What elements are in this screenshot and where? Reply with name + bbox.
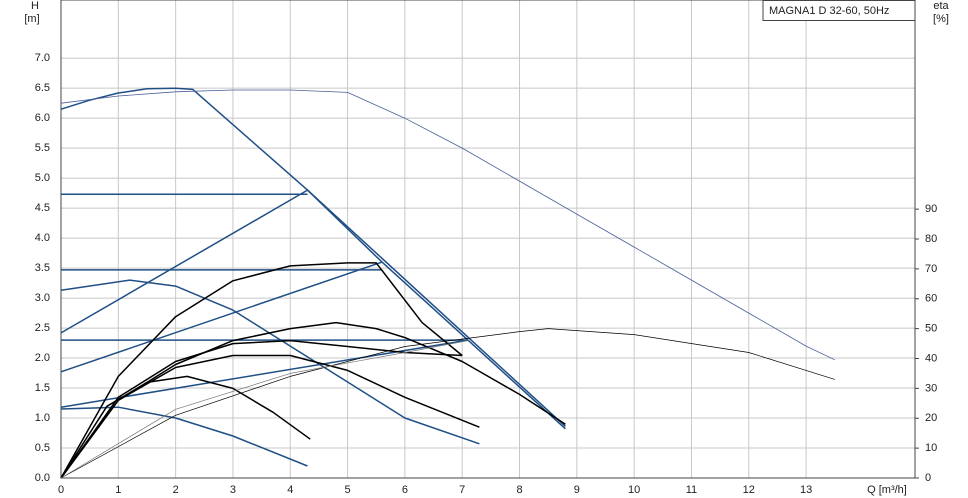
x-tick-label: 10	[628, 484, 640, 496]
y2-tick-label: 40	[925, 352, 937, 364]
curve	[60, 189, 308, 334]
grid	[60, 0, 915, 479]
y-tick-label: 4.5	[35, 202, 50, 214]
curve	[60, 89, 835, 361]
y2-tick-label: 30	[925, 382, 937, 394]
annotation-box: MAGNA1 D 32-60, 50Hz	[762, 0, 916, 21]
curve	[60, 328, 835, 479]
x-tick-label: 0	[58, 484, 64, 496]
annotation-frame	[762, 0, 916, 21]
curve	[60, 261, 383, 373]
x-tick-label: 8	[516, 484, 522, 496]
y2-tick-label: 70	[925, 263, 937, 275]
y2-tick-label: 60	[925, 293, 937, 305]
y-tick-label: 0.5	[35, 442, 50, 454]
y-tick-label: 3.5	[35, 262, 50, 274]
y-axis-label: H	[31, 0, 39, 12]
x-tick-label: 11	[686, 484, 697, 496]
annotation: MAGNA1 D 32-60, 50Hz	[769, 5, 889, 17]
x-tick-label: 4	[287, 484, 293, 496]
y2-axis-unit: [%]	[933, 13, 949, 25]
y-tick-label: 3.0	[35, 292, 50, 304]
y-tick-label: 4.0	[35, 232, 50, 244]
y-tick-label: 5.5	[35, 142, 50, 154]
x-tick-label: 7	[459, 484, 465, 496]
y-tick-label: 2.0	[35, 352, 50, 364]
x-tick-label: 2	[173, 484, 179, 496]
y-tick-label: 0.0	[35, 472, 50, 484]
curve	[306, 189, 566, 427]
y-tick-label: 6.5	[35, 82, 50, 94]
curve	[60, 87, 566, 430]
y-axis-unit: [m]	[24, 13, 39, 25]
y2-tick-label: 0	[925, 472, 931, 484]
x-tick-label: 12	[743, 484, 755, 496]
x-tick-label: 1	[115, 484, 121, 496]
curve	[60, 354, 480, 479]
curve	[60, 406, 308, 467]
y2-tick-label: 50	[925, 323, 937, 335]
curve	[60, 262, 463, 479]
curve	[60, 279, 480, 445]
y2-tick-label: 20	[925, 412, 937, 424]
y2-tick-label: 90	[925, 203, 937, 215]
y-tick-label: 6.0	[35, 112, 50, 124]
x-axis-label: Q [m³/h]	[867, 484, 907, 496]
y-tick-label: 1.5	[35, 382, 50, 394]
y-tick-label: 5.0	[35, 172, 50, 184]
x-tick-label: 13	[800, 484, 812, 496]
x-tick-label: 6	[402, 484, 408, 496]
x-tick-label: 9	[574, 484, 580, 496]
curve	[60, 321, 566, 479]
y-tick-label: 2.5	[35, 322, 50, 334]
x-tick-label: 3	[230, 484, 236, 496]
y2-tick-label: 80	[925, 233, 937, 245]
curve	[60, 339, 463, 479]
curve	[60, 375, 311, 479]
x-tick-label: 5	[345, 484, 351, 496]
y2-axis-label: eta	[933, 0, 949, 12]
y2-tick-label: 10	[925, 442, 937, 454]
curve	[60, 340, 468, 479]
y-tick-label: 7.0	[35, 52, 50, 64]
y-tick-label: 1.0	[35, 412, 50, 424]
plot-frame	[60, 0, 916, 479]
